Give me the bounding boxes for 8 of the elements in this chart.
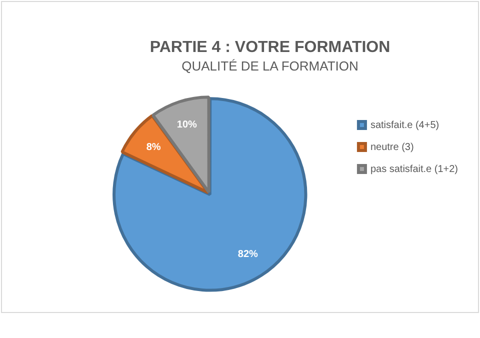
data-label: 82% [238,249,258,260]
legend-label: pas satisfait.e (1+2) [370,164,458,175]
data-label: 10% [176,119,198,130]
chart-subtitle: QUALITÉ DE LA FORMATION [182,58,358,74]
legend-label: neutre (3) [370,142,414,153]
data-label: 8% [146,142,161,154]
legend-label: satisfait.e (4+5) [370,120,440,131]
chart-title: PARTIE 4 : VOTRE FORMATION [150,39,390,56]
